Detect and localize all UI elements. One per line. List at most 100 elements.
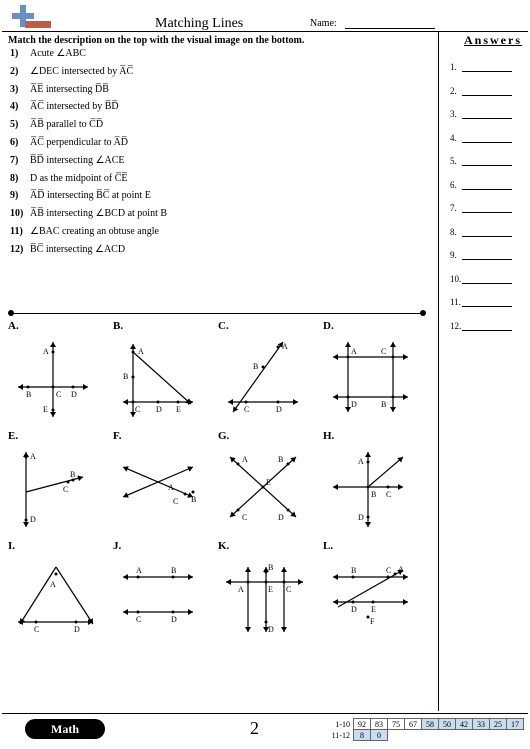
question-item: 4)A̅C̅ intersected by B̅D̅ [10,101,430,112]
svg-text:A: A [238,585,244,594]
svg-text:A: A [43,347,49,356]
svg-text:A: A [358,457,364,466]
svg-text:B: B [191,495,196,504]
svg-text:A: A [30,452,36,461]
question-item: 2)∠DEC intersected by A̅C̅ [10,66,430,77]
svg-text:A: A [398,565,404,574]
svg-text:B: B [70,470,75,479]
question-item: 11)∠BAC creating an obtuse angle [10,226,430,237]
diagram-cell: B.ABCDE [113,320,218,430]
answer-blank[interactable]: 5. [450,156,522,166]
svg-text:B: B [381,400,386,409]
svg-text:B: B [26,390,31,399]
name-input-line[interactable] [345,28,435,29]
svg-text:C: C [386,566,391,575]
svg-text:D: D [278,513,284,522]
answer-blank[interactable]: 7. [450,203,522,213]
svg-text:D: D [358,513,364,522]
section-divider [8,310,426,316]
diagram-cell: H.ABCD [323,430,428,540]
diagram-cell: G.ABECD [218,430,323,540]
answer-blank[interactable]: 1. [450,62,522,72]
svg-text:B: B [278,455,283,464]
svg-text:A: A [138,347,144,356]
svg-text:C: C [63,485,68,494]
svg-text:D: D [171,615,177,624]
svg-text:C: C [135,405,140,414]
svg-text:A: A [50,580,56,589]
svg-text:C: C [386,490,391,499]
svg-text:D: D [351,605,357,614]
svg-text:C: C [381,347,386,356]
svg-text:A: A [282,342,288,351]
svg-text:D: D [30,515,36,524]
svg-text:E: E [371,605,376,614]
svg-text:D: D [276,405,282,414]
question-item: 10)A̅B̅ intersecting ∠BCD at point B [10,208,430,219]
question-list: 1)Acute ∠ABC 2)∠DEC intersected by A̅C̅ 3)… [10,48,430,262]
svg-text:C: C [244,405,249,414]
svg-text:D: D [71,390,77,399]
diagram-cell: F.CBA [113,430,218,540]
svg-text:A: A [136,566,142,575]
diagram-cell: I.ACD [8,540,113,650]
instruction-text: Match the description on the top with th… [8,35,304,46]
answer-blank[interactable]: 10. [450,274,522,284]
diagram-cell: K.BAECD [218,540,323,650]
diagram-cell: E.ACBD [8,430,113,540]
diagram-cell: C.ABCD [218,320,323,430]
svg-text:D: D [268,625,274,634]
svg-text:B: B [253,362,258,371]
question-item: 7)B̅D̅ intersecting ∠ACE [10,155,430,166]
question-item: 9)A̅D̅ intersecting B̅C̅ at point E [10,190,430,201]
svg-text:C: C [286,585,291,594]
page-title: Matching Lines [155,16,243,32]
header-rule [2,31,528,32]
answer-blank[interactable]: 9. [450,250,522,260]
svg-text:C: C [173,497,178,506]
name-label: Name: [310,18,337,29]
worksheet-page: Matching Lines Name: Match the descripti… [0,0,530,749]
answers-divider [438,31,439,711]
svg-text:D: D [156,405,162,414]
score-grid: 1-109283756758504233251711-1280 [326,718,525,741]
svg-text:B: B [371,490,376,499]
page-number: 2 [250,718,259,739]
question-item: 5)A̅B̅ parallel to C̅D̅ [10,119,430,130]
diagram-grid: A.ABCDEB.ABCDEC.ABCDD.ACDBE.ACBDF.CBAG.A… [8,320,428,650]
svg-text:C: C [34,625,39,634]
svg-text:C: C [136,615,141,624]
svg-text:B: B [268,563,273,572]
answers-heading: Answers [464,33,522,48]
diagram-cell: D.ACDB [323,320,428,430]
answer-blank[interactable]: 12. [450,321,522,331]
svg-text:E: E [176,405,181,414]
question-item: 8)D as the midpoint of C̅E̅ [10,173,430,184]
svg-text:B: B [123,372,128,381]
question-item: 1)Acute ∠ABC [10,48,430,59]
diagram-cell: A.ABCDE [8,320,113,430]
answer-blank[interactable]: 6. [450,180,522,190]
svg-text:F: F [370,617,375,626]
diagram-cell: L.BCADEF [323,540,428,650]
answer-blank[interactable]: 2. [450,86,522,96]
svg-text:D: D [74,625,80,634]
footer-rule [2,713,528,714]
svg-text:C: C [56,390,61,399]
svg-text:A: A [168,483,174,492]
answer-blank[interactable]: 4. [450,133,522,143]
answer-blank[interactable]: 8. [450,227,522,237]
svg-text:B: B [351,566,356,575]
question-item: 3)A̅E̅ intersecting D̅B̅ [10,84,430,95]
svg-text:E: E [268,585,273,594]
question-item: 12)B̅C̅ intersecting ∠ACD [10,244,430,255]
answer-blank[interactable]: 3. [450,109,522,119]
question-item: 6)A̅C̅ perpendicular to A̅D̅ [10,137,430,148]
svg-text:A: A [351,347,357,356]
answer-blank[interactable]: 11. [450,297,522,307]
diagram-cell: J.ABCD [113,540,218,650]
logo-icon [3,3,53,33]
svg-text:B: B [171,566,176,575]
svg-text:E: E [43,405,48,414]
answer-blanks: 1. 2. 3. 4. 5. 6. 7. 8. 9. 10. 11. 12. [450,62,522,344]
